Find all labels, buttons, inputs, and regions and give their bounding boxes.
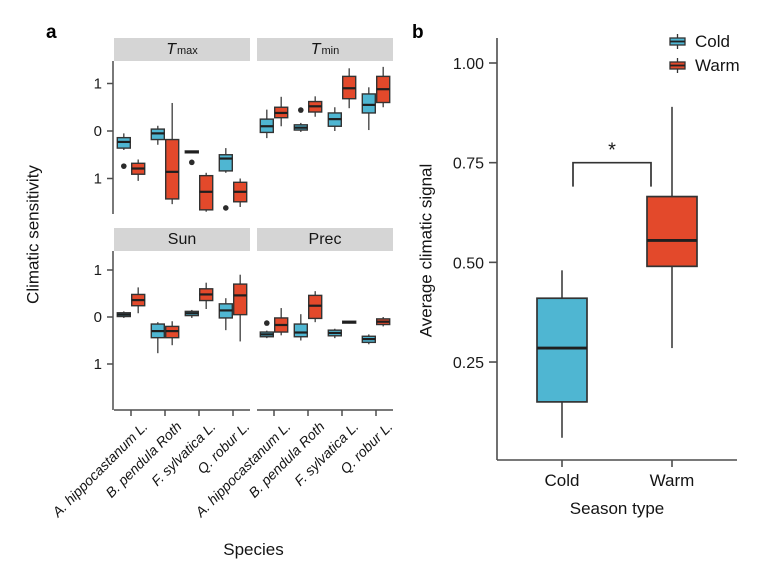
panel-b-y-tick-label: 0.50 — [453, 255, 484, 272]
warm-boxplot-swatch — [669, 58, 686, 73]
panel-b-y-tick-label: 0.25 — [453, 355, 484, 372]
panel-a-tmin-cold-outlier — [298, 107, 304, 113]
panel-a-x-axis-title: Species — [223, 540, 284, 559]
facet-strip-tmin-subscript: min — [321, 45, 340, 57]
panel-a-tmax-cold-outlier — [121, 163, 127, 169]
legend-item-cold: Cold — [668, 33, 740, 50]
panel-b-y-axis-title: Average climatic signal — [416, 163, 436, 338]
legend-label-cold: Cold — [695, 32, 730, 51]
panel-b-letter: b — [412, 22, 424, 43]
facet-strip-sun: Sun — [114, 228, 250, 251]
legend: Cold Warm — [668, 33, 740, 74]
panel-a-y-tick-label: 1 — [94, 262, 102, 279]
cold-boxplot-swatch — [669, 34, 686, 49]
panel-a-sun-warm-box — [232, 283, 248, 316]
panel-a-prec-warm-box — [308, 294, 323, 320]
panel-b-y-tick-label: 0.75 — [453, 156, 484, 173]
panel-b-cold-box — [536, 297, 588, 403]
panel-a-prec-cold-outlier — [264, 320, 270, 326]
panel-b-y-tick-label: 1.00 — [453, 56, 484, 73]
facet-strip-prec-label: Prec — [308, 230, 342, 248]
panel-b-warm-box — [646, 195, 698, 268]
panel-a-y-tick-label: 0 — [94, 123, 102, 140]
panel-a-y-tick-label: 1 — [94, 76, 102, 93]
panel-a-tmax-cold-outlier — [223, 205, 229, 211]
facet-strip-tmax-label: T — [166, 40, 176, 58]
panel-a-tmax-warm-box — [164, 138, 180, 200]
panel-a-prec-cold-box — [293, 323, 308, 338]
panel-a-tmin-cold-box — [361, 93, 376, 114]
panel-a-tmax-cold-outlier — [189, 159, 195, 166]
panel-a-y-tick-label: 1 — [94, 356, 102, 373]
panel-a-letter: a — [46, 22, 57, 43]
panel-b-tick-label-warm: Warm — [649, 471, 695, 490]
significance-asterisk: * — [608, 140, 616, 162]
facet-strip-sun-label: Sun — [167, 230, 197, 248]
legend-item-warm: Warm — [668, 57, 740, 74]
facet-strip-tmin-label: T — [310, 40, 321, 58]
legend-label-warm: Warm — [695, 56, 740, 75]
panel-b-x-axis-title: Season type — [569, 499, 665, 518]
panel-a-y-tick-label: 1 — [94, 171, 102, 188]
panel-a-tmax-cold-box — [218, 154, 234, 172]
panel-a-y-axis-title: Climatic sensitivity — [23, 165, 43, 304]
panel-b-tick-label-cold: Cold — [544, 471, 580, 490]
facet-strip-tmax-subscript: max — [177, 45, 198, 57]
facet-strip-prec: Prec — [257, 228, 393, 251]
significance-bracket — [572, 161, 652, 187]
panel-a-y-tick-label: 0 — [94, 309, 102, 326]
